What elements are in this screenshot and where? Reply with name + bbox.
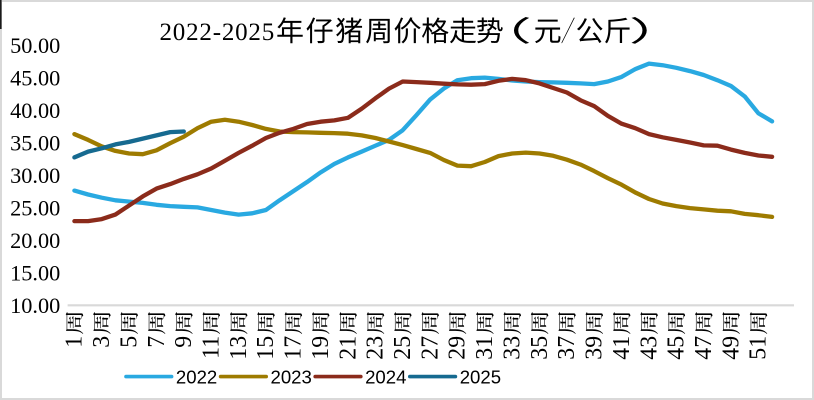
svg-text:2022-2025: 2022-2025 [160,19,276,46]
svg-text:20.00: 20.00 [10,228,60,253]
svg-text:47: 47 [691,336,717,360]
svg-text:40.00: 40.00 [10,98,60,123]
svg-text:29: 29 [445,336,471,360]
svg-text:1: 1 [62,336,88,348]
svg-text:2024: 2024 [365,367,406,388]
svg-text:49: 49 [718,336,744,360]
svg-text:3: 3 [89,336,115,348]
svg-text:43: 43 [636,336,662,360]
svg-text:39: 39 [582,336,608,360]
svg-text:21: 21 [335,336,361,360]
svg-text:33: 33 [500,336,526,360]
svg-text:30.00: 30.00 [10,163,60,188]
svg-text:15: 15 [253,336,279,360]
svg-text:37: 37 [554,336,580,360]
svg-text:45: 45 [664,336,690,360]
svg-text:35: 35 [527,336,553,360]
svg-text:2023: 2023 [271,367,312,388]
svg-text:25: 25 [390,336,416,360]
svg-text:5: 5 [116,336,142,348]
svg-text:10.00: 10.00 [10,293,60,318]
svg-text:13: 13 [226,336,252,360]
svg-text:45.00: 45.00 [10,66,60,91]
svg-text:2025: 2025 [460,367,501,388]
svg-text:19: 19 [308,336,334,360]
svg-text:2022: 2022 [176,367,217,388]
svg-text:11: 11 [199,336,225,359]
svg-text:35.00: 35.00 [10,131,60,156]
svg-text:9: 9 [171,336,197,348]
svg-text:51: 51 [746,336,772,360]
svg-text:25.00: 25.00 [10,196,60,221]
svg-text:17: 17 [281,336,307,360]
svg-text:23: 23 [363,336,389,360]
svg-text:7: 7 [144,336,170,348]
svg-text:41: 41 [609,336,635,360]
svg-text:27: 27 [417,336,443,360]
svg-text:31: 31 [472,336,498,360]
svg-text:50.00: 50.00 [10,33,60,58]
svg-text:15.00: 15.00 [10,260,60,285]
